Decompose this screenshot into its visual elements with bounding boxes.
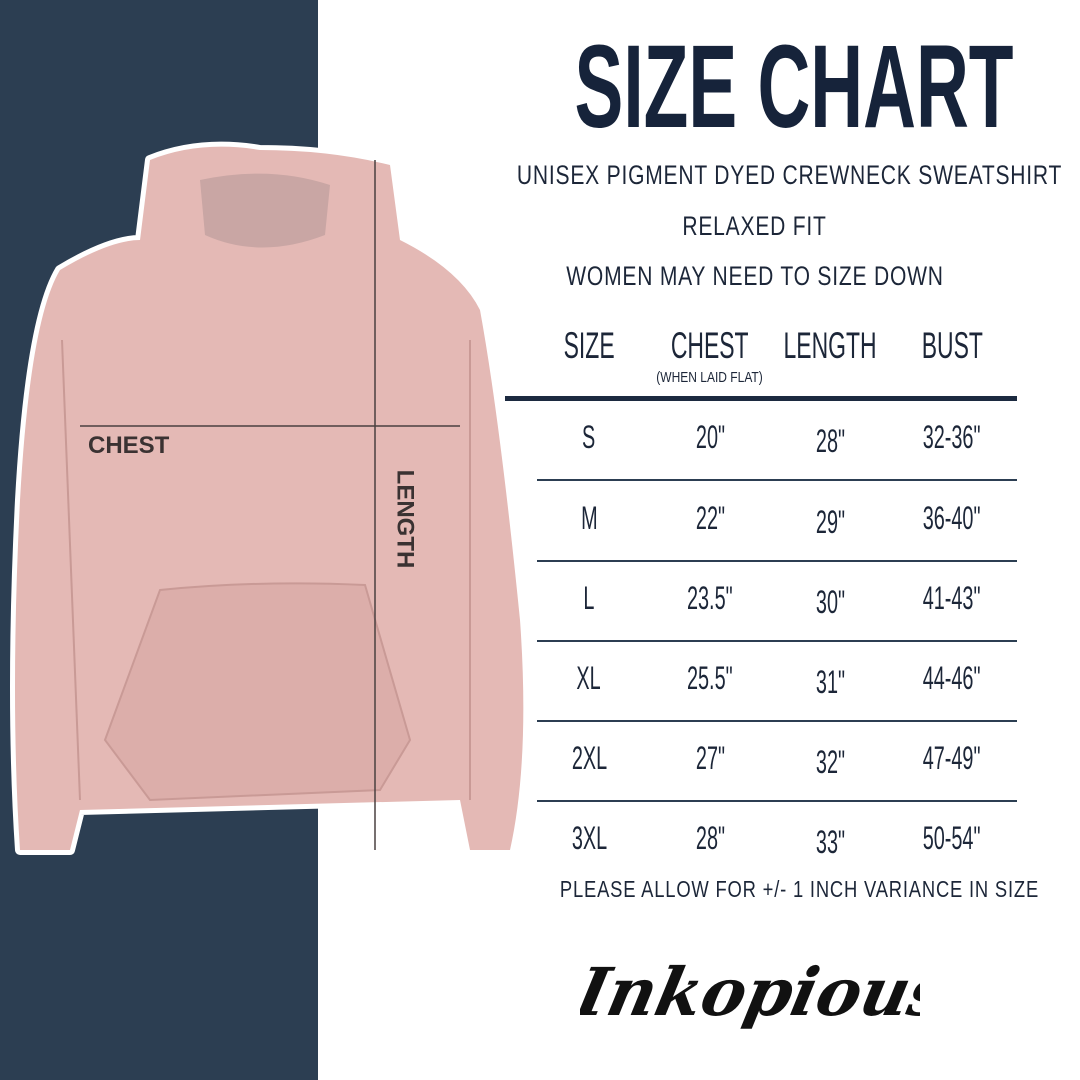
page-title: SIZE CHART: [574, 21, 1014, 153]
cell-chest: 25.5": [687, 660, 733, 696]
chest-note: (WHEN LAID FLAT): [656, 369, 764, 386]
header-chest: CHEST: [671, 325, 749, 366]
cell-chest: 28": [695, 820, 725, 856]
subtitle-fit: RELAXED FIT: [682, 211, 828, 241]
cell-length: 29": [815, 504, 845, 540]
cell-chest: 23.5": [687, 580, 733, 616]
cell-length: 33": [815, 824, 845, 860]
row-divider: [537, 720, 1017, 722]
cell-bust: 41-43": [923, 580, 981, 616]
cell-chest: 22": [695, 500, 725, 536]
header-length: LENGTH: [783, 325, 877, 366]
svg-text:Inkopious: Inkopious: [580, 953, 920, 1031]
subtitle-advice: WOMEN MAY NEED TO SIZE DOWN: [566, 261, 944, 291]
cell-bust: 44-46": [923, 660, 981, 696]
cell-bust: 50-54": [923, 820, 981, 856]
subtitle-product: UNISEX PIGMENT DYED CREWNECK SWEATSHIRT: [516, 160, 1063, 190]
hoodie-image: [10, 141, 529, 855]
cell-length: 30": [815, 584, 845, 620]
cell-size: S: [582, 419, 596, 455]
chest-label: CHEST: [88, 432, 170, 459]
header-bust: BUST: [921, 325, 983, 366]
cell-size: M: [580, 500, 598, 536]
row-divider: [537, 479, 1017, 481]
cell-length: 31": [815, 664, 845, 700]
cell-bust: 32-36": [923, 419, 981, 455]
variance-note: PLEASE ALLOW FOR +/- 1 INCH VARIANCE IN …: [559, 876, 1040, 902]
length-label: LENGTH: [391, 469, 419, 569]
cell-bust: 36-40": [923, 500, 981, 536]
cell-chest: 20": [695, 419, 725, 455]
cell-bust: 47-49": [923, 740, 981, 776]
header-divider: [505, 396, 1017, 401]
cell-length: 32": [815, 744, 845, 780]
cell-size: L: [583, 580, 595, 616]
cell-size: 3XL: [571, 820, 607, 856]
brand-logo: Inkopious: [580, 953, 920, 1031]
header-size: SIZE: [563, 325, 615, 366]
cell-size: 2XL: [571, 740, 607, 776]
cell-length: 28": [815, 423, 845, 459]
row-divider: [537, 560, 1017, 562]
row-divider: [537, 800, 1017, 802]
cell-size: XL: [576, 660, 602, 696]
row-divider: [537, 640, 1017, 642]
cell-chest: 27": [695, 740, 725, 776]
